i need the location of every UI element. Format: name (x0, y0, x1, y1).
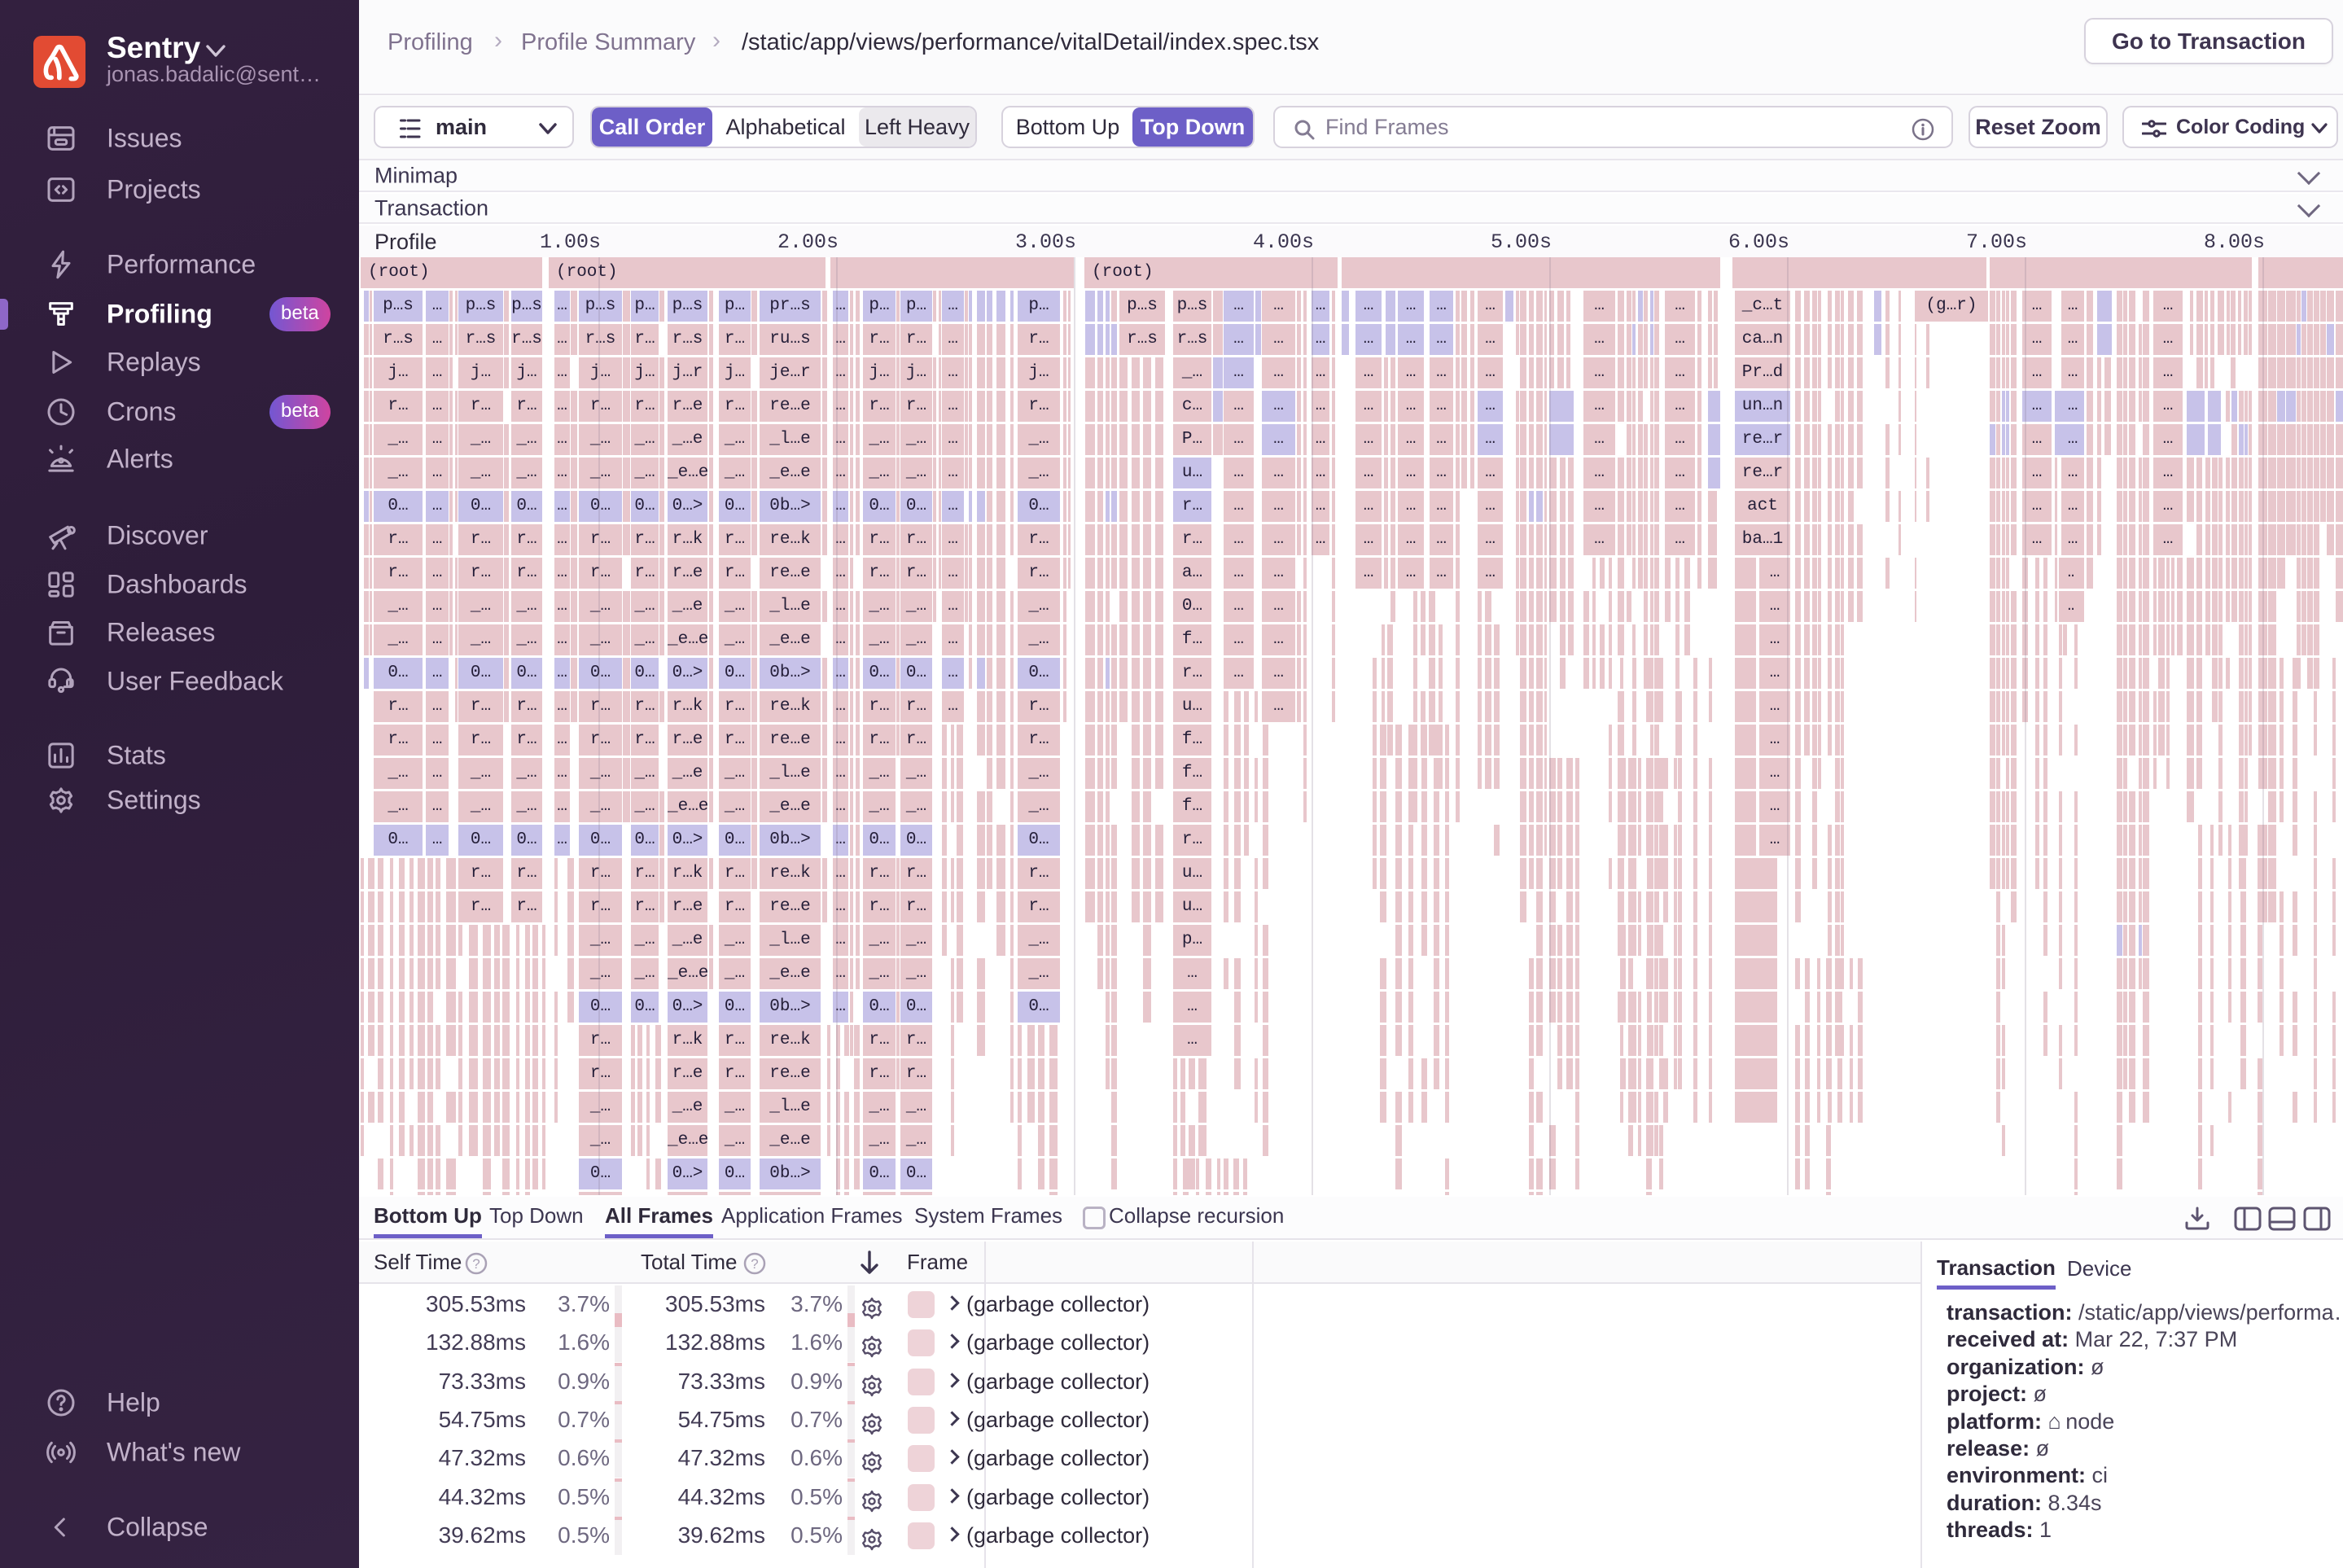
svg-text:?: ? (751, 1256, 758, 1272)
svg-text:?: ? (472, 1256, 480, 1272)
